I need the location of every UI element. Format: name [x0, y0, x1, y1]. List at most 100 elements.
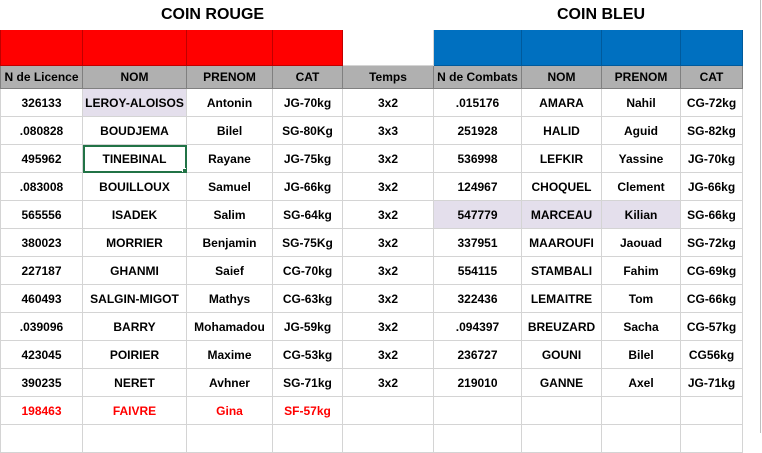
header-cat-blue[interactable]: CAT [680, 65, 743, 89]
prenom-blue-cell[interactable]: Kilian [601, 200, 681, 229]
cat-blue-cell[interactable]: SG-82kg [680, 116, 743, 145]
cat-red-cell[interactable]: JG-66kg [272, 172, 343, 201]
prenom-red-cell[interactable]: Salim [186, 200, 273, 229]
temps-cell[interactable]: 3x3 [342, 116, 434, 145]
combats-cell[interactable]: 322436 [433, 284, 522, 313]
nom-blue-cell[interactable]: STAMBALI [521, 256, 602, 285]
nom-blue-cell[interactable]: GOUNI [521, 340, 602, 369]
prenom-blue-cell[interactable]: Nahil [601, 88, 681, 117]
header-nom-red[interactable]: NOM [82, 65, 187, 89]
header-licence[interactable]: N de Licence [0, 65, 83, 89]
selected-cell[interactable]: TINEBINAL [82, 144, 187, 173]
empty-cell[interactable] [82, 424, 187, 453]
licence-cell[interactable]: 380023 [0, 228, 83, 257]
cat-blue-cell[interactable]: JG-71kg [680, 368, 743, 397]
temps-cell[interactable]: 3x2 [342, 256, 434, 285]
prenom-red-cell[interactable]: Saief [186, 256, 273, 285]
licence-cell[interactable]: 326133 [0, 88, 83, 117]
temps-cell[interactable]: 3x2 [342, 144, 434, 173]
temps-cell[interactable]: 3x2 [342, 312, 434, 341]
nom-red-cell[interactable]: LEROY-ALOISOS [82, 88, 187, 117]
prenom-blue-cell[interactable]: Yassine [601, 144, 681, 173]
licence-cell[interactable]: 495962 [0, 144, 83, 173]
prenom-red-cell[interactable]: Maxime [186, 340, 273, 369]
nom-red-cell[interactable]: NERET [82, 368, 187, 397]
band-gap-cell[interactable] [342, 29, 434, 66]
licence-cell[interactable]: .039096 [0, 312, 83, 341]
prenom-red-cell[interactable]: Gina [186, 396, 273, 425]
prenom-blue-cell[interactable]: Tom [601, 284, 681, 313]
nom-red-cell[interactable]: SALGIN-MIGOT [82, 284, 187, 313]
combats-cell[interactable] [433, 396, 522, 425]
prenom-blue-cell[interactable]: Jaouad [601, 228, 681, 257]
red-corner-title[interactable]: COIN ROUGE [160, 6, 265, 23]
header-prenom-red[interactable]: PRENOM [186, 65, 273, 89]
header-temps[interactable]: Temps [342, 65, 434, 89]
red-band-cell[interactable] [82, 29, 187, 66]
temps-cell[interactable]: 3x2 [342, 284, 434, 313]
prenom-blue-cell[interactable]: Bilel [601, 340, 681, 369]
nom-blue-cell[interactable]: BREUZARD [521, 312, 602, 341]
red-band-cell[interactable] [0, 29, 83, 66]
cat-blue-cell[interactable]: CG-72kg [680, 88, 743, 117]
cat-blue-cell[interactable]: SG-72kg [680, 228, 743, 257]
licence-cell[interactable]: 423045 [0, 340, 83, 369]
header-nom-blue[interactable]: NOM [521, 65, 602, 89]
combats-cell[interactable]: 219010 [433, 368, 522, 397]
blue-corner-title[interactable]: COIN BLEU [557, 6, 645, 23]
nom-red-cell[interactable]: ISADEK [82, 200, 187, 229]
cat-red-cell[interactable]: CG-53kg [272, 340, 343, 369]
cat-blue-cell[interactable]: CG-66kg [680, 284, 743, 313]
cat-red-cell[interactable]: CG-63kg [272, 284, 343, 313]
licence-cell[interactable]: 227187 [0, 256, 83, 285]
empty-cell[interactable] [680, 424, 743, 453]
licence-cell[interactable]: 460493 [0, 284, 83, 313]
empty-cell[interactable] [186, 424, 273, 453]
combats-cell[interactable]: 124967 [433, 172, 522, 201]
header-prenom-blue[interactable]: PRENOM [601, 65, 681, 89]
cat-blue-cell[interactable] [680, 396, 743, 425]
nom-red-cell[interactable]: POIRIER [82, 340, 187, 369]
prenom-blue-cell[interactable]: Axel [601, 368, 681, 397]
prenom-blue-cell[interactable]: Sacha [601, 312, 681, 341]
nom-blue-cell[interactable]: MAAROUFI [521, 228, 602, 257]
cat-red-cell[interactable]: JG-75kg [272, 144, 343, 173]
nom-blue-cell[interactable] [521, 396, 602, 425]
nom-blue-cell[interactable]: LEMAITRE [521, 284, 602, 313]
cat-blue-cell[interactable]: JG-66kg [680, 172, 743, 201]
cell[interactable] [434, 1, 522, 30]
nom-blue-cell[interactable]: HALID [521, 116, 602, 145]
cell[interactable] [1, 1, 83, 30]
cat-red-cell[interactable]: JG-70kg [272, 88, 343, 117]
prenom-blue-cell[interactable]: Aguid [601, 116, 681, 145]
nom-red-cell[interactable]: FAIVRE [82, 396, 187, 425]
empty-cell[interactable] [521, 424, 602, 453]
cat-red-cell[interactable]: JG-59kg [272, 312, 343, 341]
licence-cell[interactable]: .083008 [0, 172, 83, 201]
temps-cell[interactable] [342, 396, 434, 425]
red-band-cell[interactable] [186, 29, 273, 66]
combats-cell[interactable]: 251928 [433, 116, 522, 145]
cat-blue-cell[interactable]: CG56kg [680, 340, 743, 369]
cat-red-cell[interactable]: SG-75Kg [272, 228, 343, 257]
prenom-red-cell[interactable]: Bilel [186, 116, 273, 145]
empty-cell[interactable] [601, 424, 681, 453]
header-cat-red[interactable]: CAT [272, 65, 343, 89]
prenom-red-cell[interactable]: Benjamin [186, 228, 273, 257]
prenom-red-cell[interactable]: Samuel [186, 172, 273, 201]
combats-cell[interactable]: 547779 [433, 200, 522, 229]
nom-red-cell[interactable]: BARRY [82, 312, 187, 341]
cat-red-cell[interactable]: SG-80Kg [272, 116, 343, 145]
cell[interactable] [343, 1, 434, 30]
cat-red-cell[interactable]: CG-70kg [272, 256, 343, 285]
nom-red-cell[interactable]: BOUDJEMA [82, 116, 187, 145]
temps-cell[interactable]: 3x2 [342, 88, 434, 117]
prenom-blue-cell[interactable]: Clement [601, 172, 681, 201]
empty-cell[interactable] [272, 424, 343, 453]
nom-blue-cell[interactable]: MARCEAU [521, 200, 602, 229]
licence-cell[interactable]: 390235 [0, 368, 83, 397]
nom-blue-cell[interactable]: LEFKIR [521, 144, 602, 173]
licence-cell[interactable]: .080828 [0, 116, 83, 145]
header-combats[interactable]: N de Combats [433, 65, 522, 89]
empty-cell[interactable] [433, 424, 522, 453]
